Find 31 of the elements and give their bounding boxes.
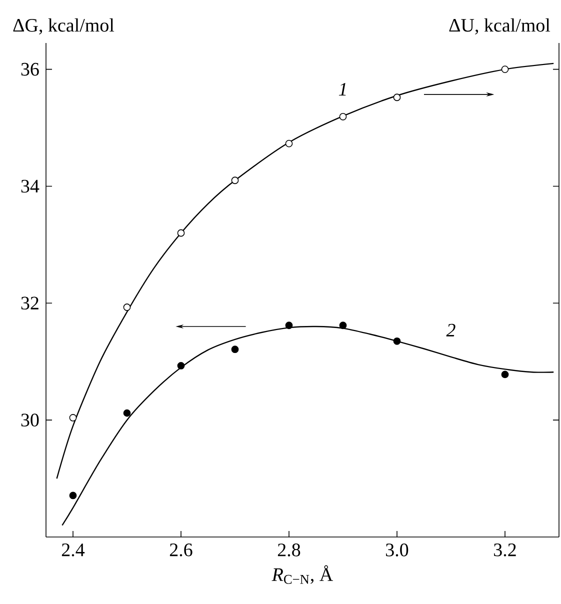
x-tick-label: 2.8 <box>278 544 300 556</box>
line-series <box>56 62 554 480</box>
point <box>69 414 77 422</box>
point <box>177 362 185 370</box>
x-tick-label: 3.0 <box>386 544 408 556</box>
point <box>231 176 239 184</box>
series-label: 1 <box>338 83 346 96</box>
point <box>393 94 401 102</box>
y-tick-label: 32 <box>21 296 38 310</box>
y-axis-title: ΔG, kcal/mol <box>13 18 114 34</box>
point <box>501 66 509 74</box>
point <box>231 346 239 354</box>
x-tick-label: 2.6 <box>170 544 192 556</box>
y-tick-label: 36 <box>21 62 39 76</box>
point <box>393 337 401 345</box>
y-tick-label: 30 <box>21 414 39 426</box>
x-tick-label: 3.2 <box>494 544 516 556</box>
x-axis-title: R$_{C−N}$, Å <box>272 565 334 584</box>
y2-axis-title: ΔU, kcal/mol <box>449 18 550 34</box>
point <box>177 229 185 237</box>
x-tick-label: 2.4 <box>62 544 85 556</box>
point <box>501 370 509 378</box>
point <box>339 112 347 120</box>
point <box>123 304 131 311</box>
series-label: 2 <box>446 324 456 336</box>
point <box>69 492 77 500</box>
point <box>285 322 293 330</box>
y-tick-label: 34 <box>21 180 40 193</box>
point <box>285 140 293 148</box>
point <box>339 322 347 330</box>
point <box>123 409 131 417</box>
